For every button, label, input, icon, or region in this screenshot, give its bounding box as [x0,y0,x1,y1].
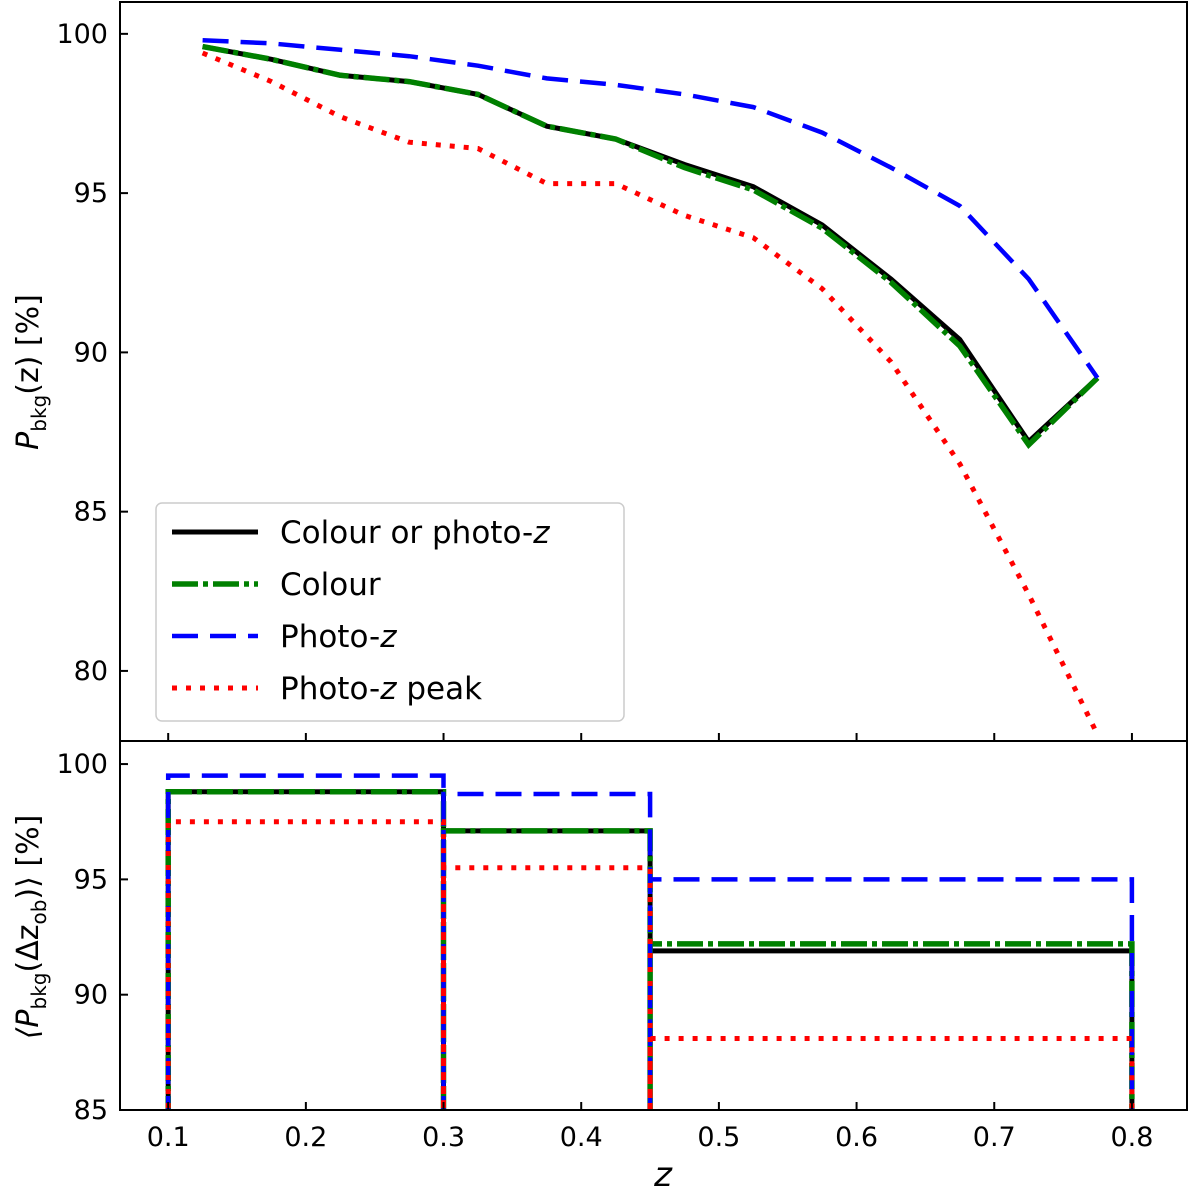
top-y-tick-label: 85 [74,497,108,528]
top-y-axis-label: Pbkg(z) [%] [11,294,51,450]
bottom-y-tick-label: 100 [56,749,108,780]
bottom-plot-frame [119,740,1188,1111]
top-series-line-3 [202,37,1100,380]
legend-frame [155,502,625,722]
bottom-panel: 85 90 95 100 0.1 0.2 0.3 0.4 0.5 0.6 0.7 0.8 ⟨Pbkg… [11,740,1188,1193]
x-tick-label: 0.2 [284,1122,327,1153]
top-panel: 80 85 90 95 100 Pbkg(z) [%] Colour or photo-… [11,1,1188,742]
top-y-tick-label: 100 [56,19,108,50]
x-tick-label: 0.1 [147,1122,190,1153]
x-tick-label: 0.4 [560,1122,603,1153]
top-ylabel-rest: (z) [%] [11,294,46,395]
bottom-ylabel-rest: )⟩ [%] [11,815,46,900]
bottom-y-axis-label: ⟨Pbkg(Δzob)⟩ [%] [11,815,51,1040]
top-series-line-1 [202,44,1100,446]
bottom-ylabel-main: ⟨P [11,1009,46,1040]
bottom-ylabel-sub: bkg [27,973,51,1010]
bottom-x-ticks: 0.1 0.2 0.3 0.4 0.5 0.6 0.7 0.8 [147,1102,1153,1153]
x-tick-label: 0.3 [422,1122,465,1153]
top-series-group [201,37,1100,736]
bottom-series-step-4 [165,819,1135,1110]
bottom-y-tick-label: 85 [74,1095,108,1126]
bottom-y-tick-label: 90 [74,980,108,1011]
legend-label-3: Photo-z [280,619,397,655]
bottom-series-group [165,773,1135,1110]
x-tick-label: 0.6 [835,1122,878,1153]
top-ylabel-sub: bkg [27,395,51,432]
top-series-line-4 [201,50,1100,736]
x-tick-label: 0.5 [697,1122,740,1153]
legend-entries: Colour or photo-z Colour Photo-z Photo-z pe… [172,515,550,707]
legend-label-4: Photo-z peak [280,671,482,707]
top-x-ticks [167,733,1133,741]
top-y-tick-label: 80 [74,656,108,687]
bottom-y-tick-label: 95 [74,864,108,895]
bottom-ylabel-mid: (Δz [11,925,46,973]
legend-label-2: Colour [280,567,381,603]
x-tick-label: 0.8 [1110,1122,1153,1153]
top-ylabel-main: P [11,431,46,450]
top-series-line-2 [202,43,1100,450]
top-y-ticks: 80 85 90 95 100 [56,19,128,687]
bottom-ylabel-sub2: ob [27,900,51,925]
x-tick-label: 0.7 [973,1122,1016,1153]
legend-label-1: Colour or photo-z [280,515,550,551]
bottom-y-ticks: 85 90 95 100 [56,749,128,1126]
top-y-tick-label: 90 [74,337,108,368]
legend: Colour or photo-z Colour Photo-z Photo-z pe… [155,502,625,722]
top-y-tick-label: 95 [74,178,108,209]
x-axis-label: z [653,1155,673,1193]
